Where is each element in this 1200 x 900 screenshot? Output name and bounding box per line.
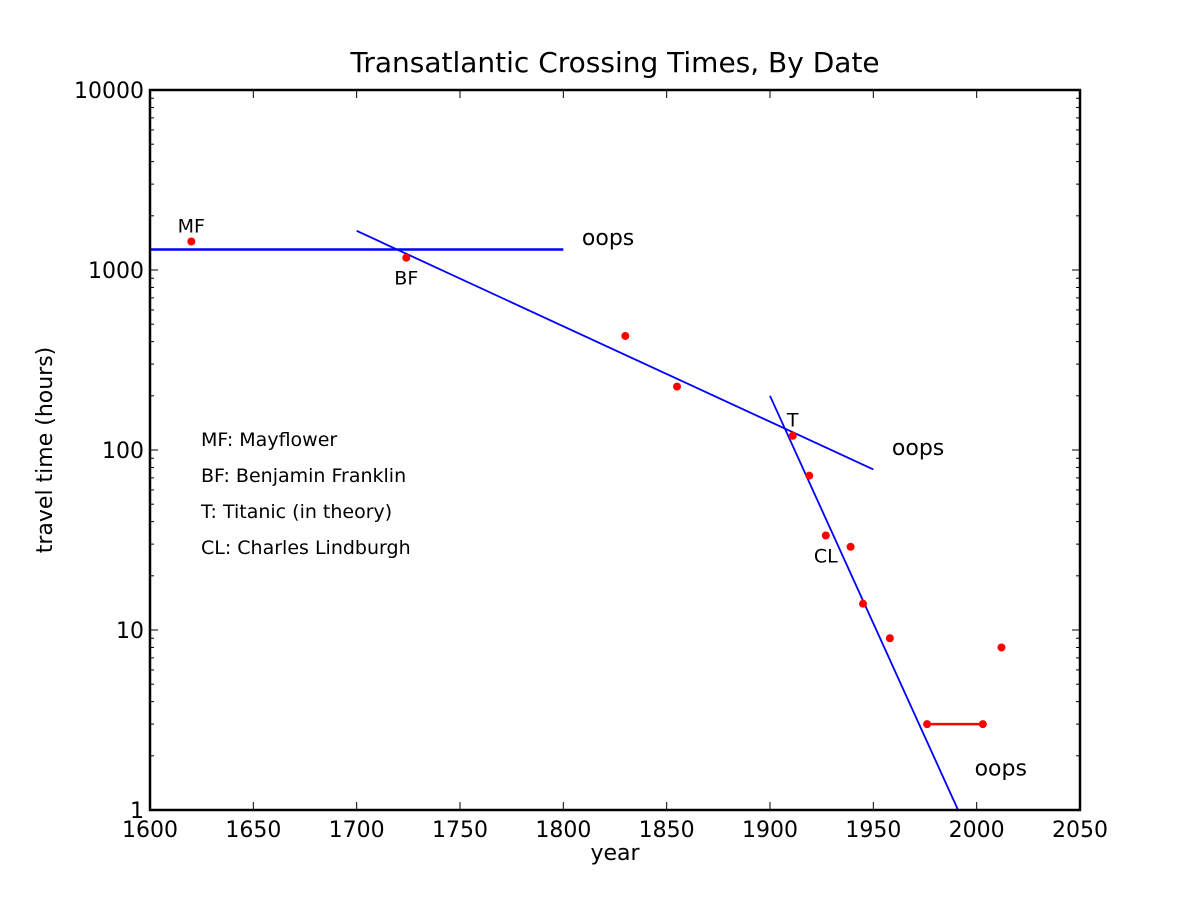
oops-annotation: oops: [975, 757, 1027, 782]
point-label: CL: [814, 545, 838, 567]
x-tick-label: 1800: [535, 818, 591, 843]
point-label: MF: [178, 215, 205, 237]
data-point: [997, 643, 1006, 652]
y-tick-label: 100: [102, 439, 144, 464]
y-tick-label: 1: [130, 799, 144, 824]
data-point: [621, 331, 630, 340]
legend-text-line: BF: Benjamin Franklin: [201, 465, 406, 487]
fit-line-2: [356, 230, 874, 471]
data-point: [788, 431, 797, 440]
legend-text-line: CL: Charles Lindburgh: [201, 537, 411, 559]
y-tick-label: 10: [116, 619, 144, 644]
point-label: T: [786, 410, 799, 432]
data-point: [885, 634, 894, 643]
legend-text-block: MF: Mayflower BF: Benjamin Franklin T: Tit…: [200, 429, 411, 559]
data-point: [923, 720, 932, 729]
x-tick-label: 1700: [329, 818, 385, 843]
data-point: [978, 720, 987, 729]
x-tick-label: 1750: [432, 818, 488, 843]
x-tick-label: 1850: [639, 818, 695, 843]
point-labels-layer: MF BF T CL oops oops oops: [178, 215, 1027, 781]
x-tick-label: 2050: [1052, 818, 1108, 843]
oops-annotation: oops: [582, 226, 634, 251]
x-tick-label: 1650: [225, 818, 281, 843]
data-point: [402, 253, 411, 262]
tick-labels-layer: 1600 1650 1700 1750 1800 1850 1900 1950 2000 2050…: [74, 79, 1108, 843]
y-tick-label: 10000: [74, 79, 144, 104]
x-tick-label: 1950: [845, 818, 901, 843]
oops-annotation: oops: [892, 436, 944, 461]
data-points-layer: [187, 237, 1006, 729]
data-point: [846, 542, 855, 551]
legend-text-line: MF: Mayflower: [201, 429, 337, 451]
y-axis-title: travel time (hours): [33, 347, 58, 554]
x-tick-label: 1600: [122, 818, 178, 843]
legend-text-line: T: Titanic (in theory): [200, 501, 392, 523]
chart-title: Transatlantic Crossing Times, By Date: [349, 46, 879, 79]
data-point: [805, 471, 814, 480]
data-point: [859, 599, 867, 608]
data-point: [673, 382, 681, 391]
x-tick-label: 2000: [949, 818, 1005, 843]
data-point: [821, 531, 830, 540]
point-label: BF: [394, 268, 418, 290]
y-tick-label: 1000: [88, 259, 144, 284]
plot-frame: [148, 88, 1082, 812]
data-point: [187, 237, 196, 246]
x-tick-label: 1900: [742, 818, 798, 843]
x-axis-title: year: [590, 841, 640, 866]
